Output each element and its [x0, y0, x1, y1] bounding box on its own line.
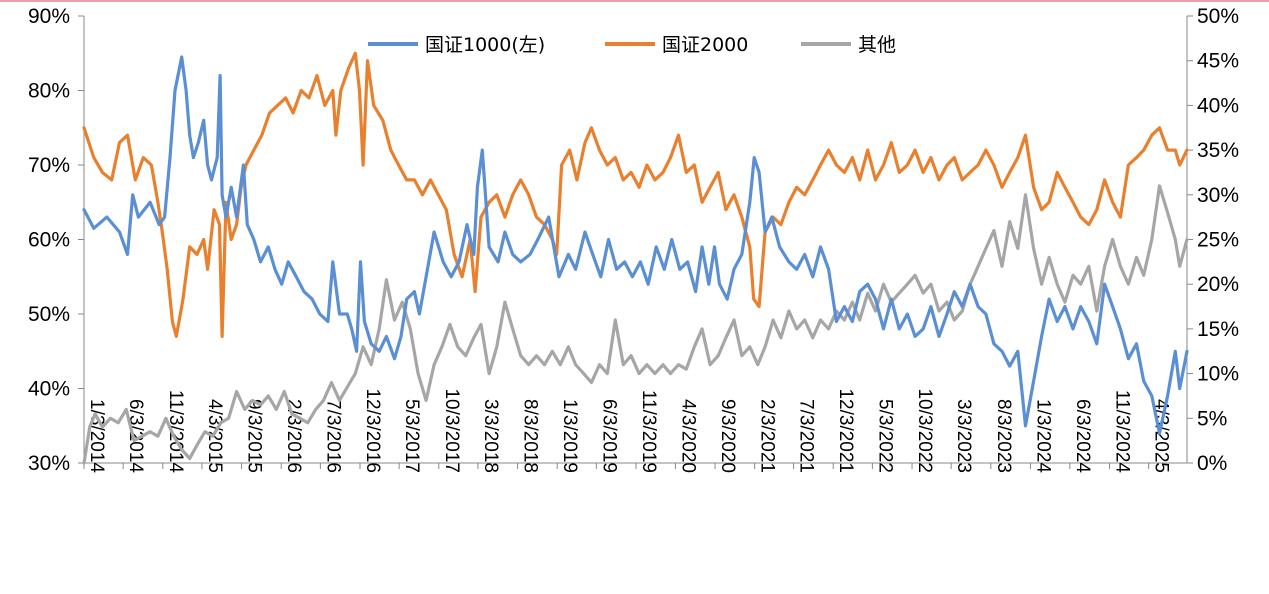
x-axis-tick-label: 6/3/2014 — [125, 399, 146, 473]
right-axis-tick-label: 10% — [1197, 363, 1239, 386]
series-line-1 — [82, 51, 1189, 338]
x-axis-tick-label: 5/3/2022 — [874, 399, 895, 473]
x-axis-tick-label: 4/3/2020 — [677, 399, 698, 473]
series-line-2 — [82, 184, 1189, 465]
left-axis-tick-label: 60% — [28, 229, 70, 252]
left-axis-tick-label: 70% — [28, 154, 70, 177]
right-axis-tick-label: 0% — [1197, 452, 1227, 475]
x-axis-tick-label: 9/3/2015 — [244, 399, 265, 473]
right-axis-tick-label: 35% — [1197, 139, 1239, 162]
right-axis-tick-label: 20% — [1197, 273, 1239, 296]
x-axis-tick-label: 11/3/2019 — [638, 390, 659, 473]
x-axis-tick-label: 2/3/2016 — [283, 399, 304, 473]
right-axis-tick-label: 50% — [1197, 5, 1239, 28]
right-axis-tick-label: 15% — [1197, 318, 1239, 341]
top-border-line — [0, 0, 1269, 2]
legend-label-0: 国证1000(左) — [425, 34, 545, 56]
right-axis-tick-label: 5% — [1197, 407, 1227, 430]
x-axis-tick-label: 10/3/2017 — [441, 388, 462, 473]
legend-label-2: 其他 — [858, 34, 896, 56]
x-axis-tick-label: 8/3/2018 — [520, 399, 541, 473]
x-axis-tick-label: 10/3/2022 — [914, 388, 935, 473]
x-axis-tick-label: 3/3/2023 — [953, 399, 974, 473]
left-axis-tick-label: 50% — [28, 303, 70, 326]
x-axis-tick-label: 5/3/2017 — [401, 399, 422, 473]
x-axis-tick-label: 3/3/2018 — [480, 399, 501, 473]
x-axis-tick-label: 11/3/2014 — [165, 390, 186, 474]
x-axis-tick-label: 12/3/2016 — [362, 388, 383, 473]
left-axis-tick-label: 30% — [28, 452, 70, 475]
series-line-0 — [82, 55, 1189, 435]
right-axis-tick-label: 25% — [1197, 229, 1239, 252]
right-axis-tick-label: 30% — [1197, 184, 1239, 207]
legend-label-1: 国证2000 — [662, 34, 748, 56]
x-axis-tick-label: 12/3/2021 — [835, 388, 856, 473]
x-axis-tick-label: 11/3/2024 — [1112, 390, 1133, 474]
right-axis-tick-label: 40% — [1197, 94, 1239, 117]
right-axis-tick-label: 45% — [1197, 50, 1239, 73]
x-axis-tick-label: 1/3/2019 — [559, 399, 580, 473]
x-axis-tick-label: 1/3/2014 — [86, 399, 107, 473]
x-axis-tick-label: 7/3/2021 — [796, 399, 817, 473]
x-axis-tick-label: 8/3/2023 — [993, 399, 1014, 473]
x-axis-tick-label: 6/3/2024 — [1072, 399, 1093, 473]
x-axis-tick-label: 7/3/2016 — [322, 399, 343, 473]
left-axis-tick-label: 80% — [28, 80, 70, 103]
x-axis-tick-label: 1/3/2024 — [1032, 399, 1053, 473]
x-axis-tick-label: 9/3/2020 — [717, 399, 738, 473]
x-axis-tick-label: 6/3/2019 — [598, 399, 619, 473]
left-axis-tick-label: 40% — [28, 378, 70, 401]
left-axis-tick-label: 90% — [28, 5, 70, 28]
x-axis-tick-label: 2/3/2021 — [757, 399, 778, 473]
